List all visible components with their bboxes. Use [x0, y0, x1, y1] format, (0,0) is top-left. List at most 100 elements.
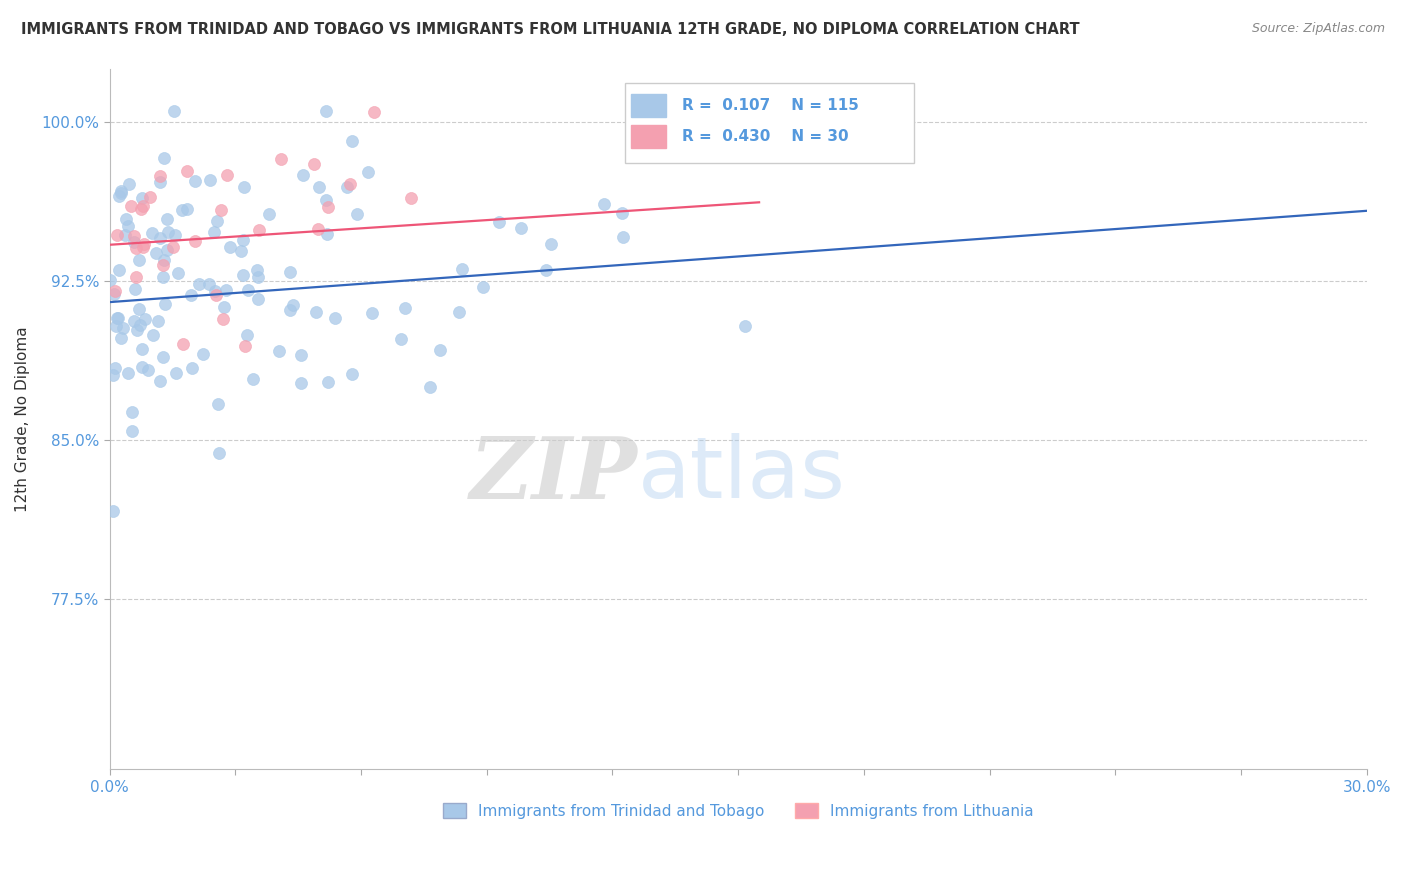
Point: [156, 243, 179, 257]
Point: [129, 202, 152, 216]
Point: [103, 368, 125, 383]
Point: [176, 164, 198, 178]
Point: [131, 342, 153, 356]
Point: [472, 279, 495, 293]
Point: [233, 180, 256, 194]
Point: [429, 343, 451, 357]
Point: [204, 288, 226, 302]
Point: [340, 134, 363, 148]
Point: [214, 283, 236, 297]
Text: R =  0.107    N = 115: R = 0.107 N = 115: [682, 98, 859, 113]
Point: [139, 190, 162, 204]
Point: [231, 244, 253, 259]
Point: [107, 311, 129, 326]
Text: atlas: atlas: [637, 434, 845, 516]
Point: [246, 263, 269, 277]
Point: [270, 153, 292, 167]
Point: [184, 234, 207, 248]
Point: [172, 337, 194, 351]
Point: [163, 227, 186, 242]
Point: [128, 252, 150, 267]
Point: [339, 178, 361, 192]
Point: [153, 253, 176, 268]
Point: [125, 323, 148, 337]
Point: [103, 287, 125, 301]
Point: [219, 240, 242, 254]
Bar: [626, 83, 914, 163]
Point: [105, 311, 128, 326]
Point: [117, 177, 139, 191]
Point: [105, 319, 128, 334]
Point: [180, 288, 202, 302]
Point: [346, 207, 368, 221]
Point: [125, 241, 148, 255]
Point: [247, 269, 270, 284]
Bar: [631, 95, 666, 117]
Point: [233, 339, 256, 353]
Point: [246, 293, 269, 307]
Point: [207, 397, 229, 411]
Point: [235, 328, 257, 343]
Point: [734, 319, 756, 334]
Point: [108, 188, 131, 202]
Point: [146, 314, 169, 328]
Point: [110, 331, 132, 345]
Point: [212, 311, 235, 326]
Point: [419, 380, 441, 394]
Y-axis label: 12th Grade, No Diploma: 12th Grade, No Diploma: [15, 326, 30, 512]
Point: [304, 157, 326, 171]
Point: [157, 226, 180, 240]
Point: [316, 200, 339, 214]
Text: R =  0.430    N = 30: R = 0.430 N = 30: [682, 129, 848, 144]
Point: [232, 268, 254, 283]
Point: [131, 191, 153, 205]
Point: [156, 211, 179, 226]
Point: [149, 175, 172, 189]
Point: [336, 180, 359, 194]
Point: [315, 227, 337, 242]
Point: [187, 277, 209, 291]
Point: [232, 233, 254, 247]
Point: [128, 302, 150, 317]
Point: [101, 504, 124, 518]
Text: Source: ZipAtlas.com: Source: ZipAtlas.com: [1251, 22, 1385, 36]
Point: [104, 361, 127, 376]
Point: [205, 214, 228, 228]
Point: [167, 266, 190, 280]
Point: [198, 277, 221, 291]
Point: [610, 205, 633, 219]
Point: [202, 225, 225, 239]
Point: [357, 165, 380, 179]
Point: [307, 222, 329, 236]
Point: [145, 245, 167, 260]
Point: [318, 375, 340, 389]
Point: [112, 321, 135, 335]
Point: [534, 263, 557, 277]
Point: [281, 298, 304, 312]
Point: [131, 240, 153, 254]
Point: [176, 202, 198, 216]
Point: [152, 350, 174, 364]
Point: [278, 302, 301, 317]
Point: [488, 215, 510, 229]
Point: [290, 376, 312, 391]
Point: [170, 202, 193, 217]
Point: [394, 301, 416, 316]
Point: [238, 284, 260, 298]
Point: [141, 226, 163, 240]
Point: [315, 193, 337, 207]
Point: [163, 103, 186, 118]
Point: [165, 367, 187, 381]
Point: [98, 273, 121, 287]
Point: [149, 231, 172, 245]
Point: [125, 269, 148, 284]
Point: [450, 261, 472, 276]
Point: [323, 311, 346, 326]
Legend: Immigrants from Trinidad and Tobago, Immigrants from Lithuania: Immigrants from Trinidad and Tobago, Imm…: [437, 797, 1039, 825]
Point: [267, 344, 290, 359]
Point: [183, 174, 205, 188]
Point: [117, 219, 139, 234]
Point: [208, 446, 231, 460]
Point: [193, 347, 215, 361]
Point: [121, 424, 143, 438]
